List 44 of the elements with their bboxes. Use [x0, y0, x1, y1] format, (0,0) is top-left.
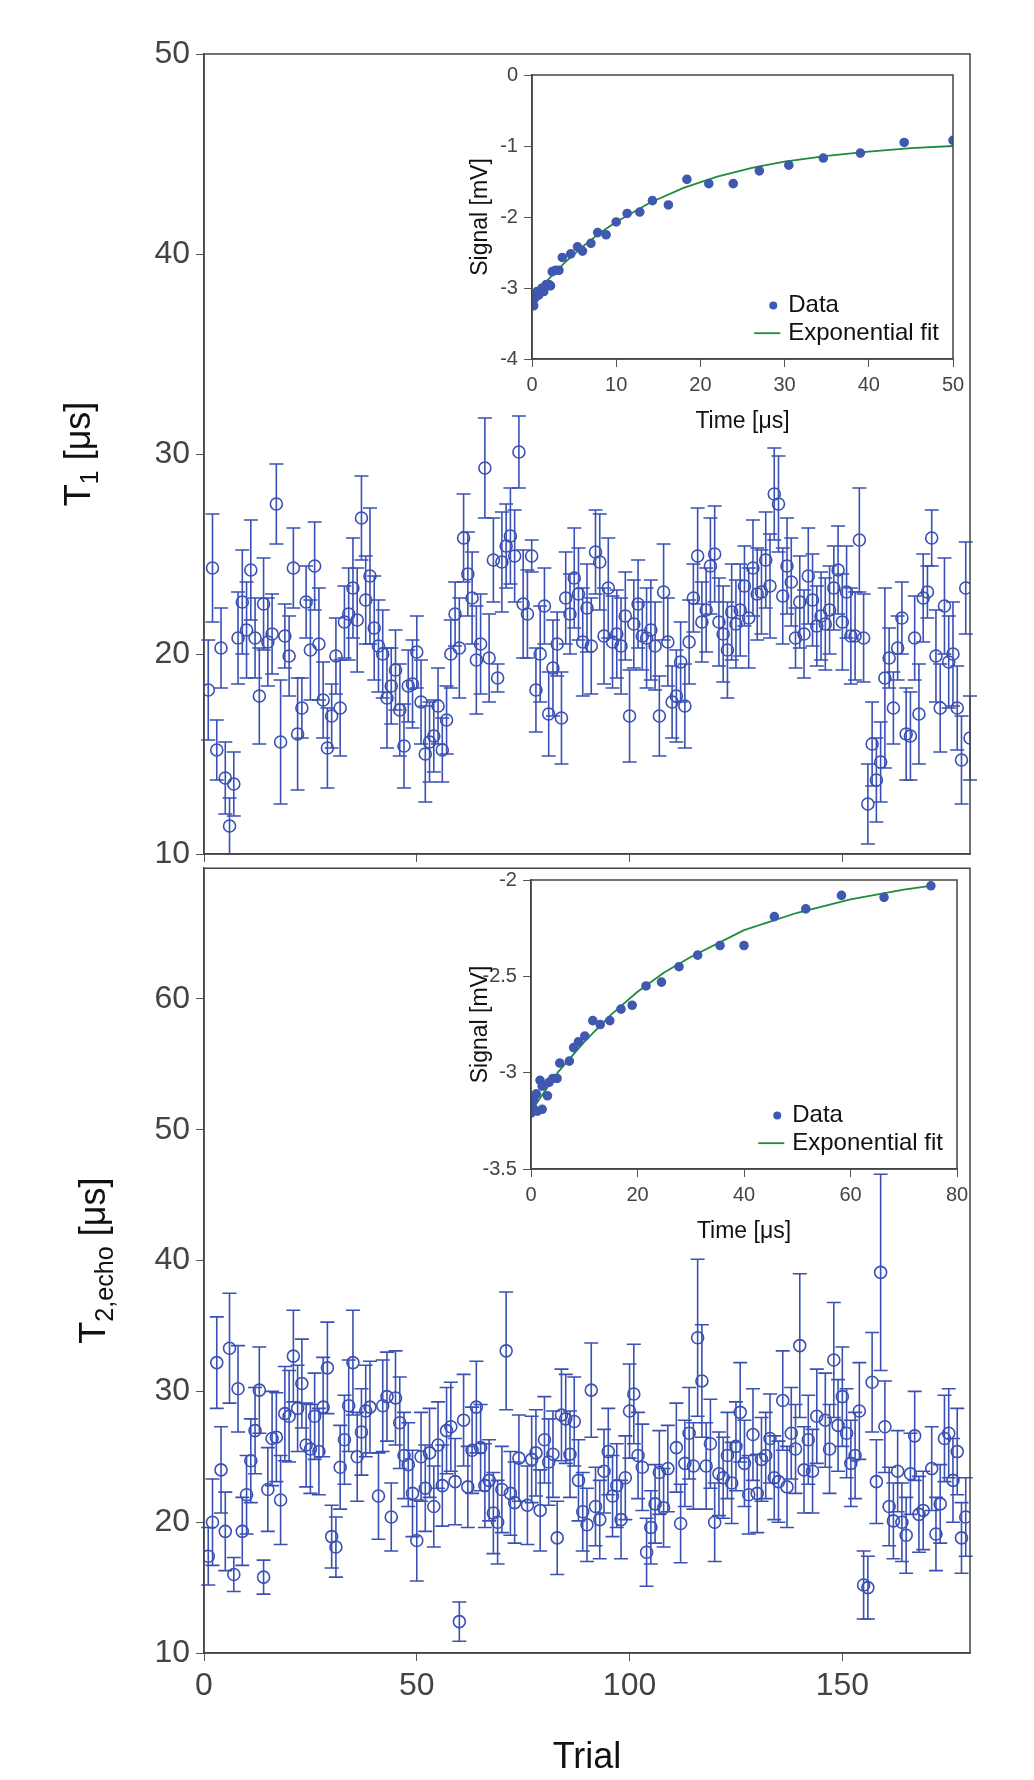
x-tick-label: 80 — [945, 1182, 969, 1205]
x-tick-label: 100 — [602, 1666, 657, 1703]
x-axis-title: Trial — [552, 1735, 622, 1777]
x-tick-label: 30 — [773, 372, 796, 395]
legend-label: Data — [792, 1100, 844, 1128]
y-axis-title: T1 [μs] — [56, 401, 103, 507]
y-tick-label: -1 — [500, 133, 518, 156]
x-tick-label: 0 — [525, 1182, 537, 1205]
y-tick-label: 50 — [154, 1109, 190, 1146]
legend-label: Data — [788, 290, 840, 318]
x-axis-title: Time [μs] — [696, 1216, 792, 1243]
x-tick-label: 40 — [732, 1182, 756, 1205]
legend-label: Exponential fit — [792, 1127, 944, 1155]
y-tick-label: 10 — [154, 1632, 190, 1669]
x-tick-label: 60 — [839, 1182, 862, 1205]
y-tick-label: 40 — [154, 233, 190, 270]
y-axis-title: Signal [mV] — [466, 158, 493, 276]
legend-label: Exponential fit — [788, 317, 940, 345]
y-tick-label: 10 — [154, 833, 190, 870]
x-tick-label: 0 — [195, 1666, 213, 1703]
x-tick-label: 0 — [526, 372, 538, 395]
y-tick-label: -4 — [500, 346, 518, 369]
y-tick-label: -2 — [500, 204, 518, 227]
x-tick-label: 20 — [626, 1182, 649, 1205]
x-tick-label: 40 — [857, 372, 880, 395]
y-tick-label: 30 — [154, 1371, 190, 1408]
y-tick-label: 50 — [154, 33, 190, 70]
y-tick-label: 40 — [154, 1240, 190, 1277]
x-tick-label: 10 — [605, 372, 628, 395]
y-tick-label: -3.5 — [482, 1156, 517, 1179]
y-tick-label: -3 — [500, 275, 518, 298]
y-tick-label: 20 — [154, 1502, 190, 1539]
y-tick-label: 60 — [154, 978, 190, 1015]
y-axis-title: T2,echo [μs] — [71, 1177, 118, 1344]
x-axis-title: Time [μs] — [695, 406, 790, 433]
y-tick-label: 20 — [154, 633, 190, 670]
y-tick-label: -2 — [499, 867, 517, 890]
x-tick-label: 50 — [398, 1666, 435, 1703]
y-tick-label: -3 — [499, 1060, 517, 1083]
x-tick-label: 20 — [689, 372, 712, 395]
x-tick-label: 150 — [815, 1666, 870, 1703]
y-tick-label: 0 — [506, 62, 518, 85]
x-tick-label: 50 — [941, 372, 965, 395]
y-tick-label: 30 — [154, 433, 190, 470]
